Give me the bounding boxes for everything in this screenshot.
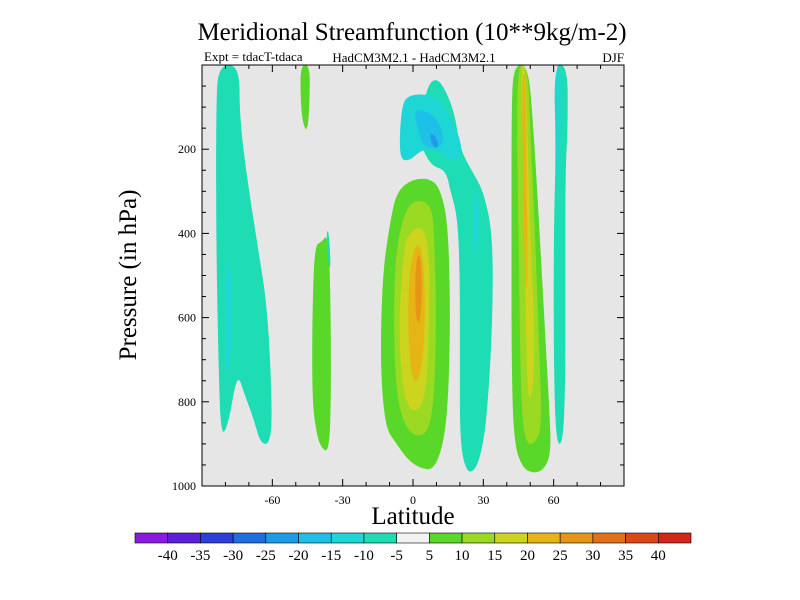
contour-band-80s-inner [225,262,232,373]
colorbar-swatch [494,532,528,544]
colorbar-swatch [167,532,201,544]
colorbar-label: 20 [520,548,535,564]
colorbar-label: 30 [585,548,600,564]
colorbar-swatch [330,532,365,544]
contour-band-65n-cyan [556,65,561,179]
y-axis-label: Pressure (in hPa) [115,190,142,361]
contour-upper-darkblue [430,133,438,148]
y-tick-label: 200 [178,142,196,156]
subtitle-center: HadCM3M2.1 - HadCM3M2.1 [332,50,495,65]
contour-upper-blue [414,110,444,148]
colorbar [134,532,692,544]
colorbar-label: -10 [354,548,374,564]
colorbar-label: 5 [426,548,434,564]
colorbar-swatch [134,532,169,544]
x-tick-label: 30 [477,493,489,507]
colorbar-swatch [625,532,659,544]
colorbar-label: 15 [487,548,502,564]
y-tick-label: 1000 [172,479,196,493]
plot-frame [201,64,625,487]
contour-band-35s-tealedge [326,231,331,268]
chart-title: Meridional Streamfunction (10**9kg/m-2) [197,19,626,46]
colorbar-swatch [232,532,267,544]
x-tick-labels: -60 -30 0 30 60 [264,493,559,507]
colorbar-label: -25 [256,548,276,564]
colorbar-label: 40 [651,548,666,564]
colorbar-swatch [461,532,496,544]
y-tick-label: 800 [178,395,196,409]
colorbar-swatch [363,532,397,544]
colorbar-labels: -40 -35 -30 -25 -20 -15 -10 -5 5 10 15 20 25 30 35 40 [158,548,666,564]
contour-band-35s [312,237,331,451]
colorbar-label: 25 [553,548,568,564]
colorbar-swatch [592,532,626,544]
contour-band-10n-north-tealbody [419,80,493,472]
colorbar-swatch [200,532,234,544]
colorbar-label: 10 [455,548,470,564]
contour-band-55s-thin [300,65,310,130]
colorbar-label: -20 [289,548,309,564]
contour-band-50n-gold [522,73,528,291]
contour-regions [216,65,568,473]
y-tick-label: 600 [178,311,196,325]
colorbar-label: -15 [321,548,341,564]
y-tick-labels: 200 400 600 800 1000 [172,142,196,493]
x-axis-label: Latitude [371,503,454,530]
contour-band-eq-orange [415,254,422,323]
colorbar-swatch [396,532,430,544]
colorbar-swatch [559,532,594,544]
colorbar-label: -40 [158,548,178,564]
contour-band-30n-patch [474,193,479,255]
colorbar-label: -5 [390,548,403,564]
axis-ticks [201,65,625,487]
plot-area [201,64,625,487]
colorbar-swatch [429,532,463,544]
x-tick-label: -60 [264,493,280,507]
subtitle-right: DJF [602,50,624,65]
subtitle-left: Expt = tdacT-tdaca [204,49,303,64]
colorbar-swatch [298,532,332,544]
colorbar-swatch [265,532,299,544]
colorbar-label: -35 [190,548,210,564]
colorbar-label: -30 [223,548,243,564]
x-tick-label: 0 [410,493,416,507]
colorbar-swatch [527,532,561,544]
colorbar-swatch [657,532,692,544]
colorbar-label: 35 [618,548,633,564]
y-tick-label: 400 [178,226,196,240]
x-tick-label: -30 [335,493,351,507]
x-tick-label: 60 [548,493,560,507]
